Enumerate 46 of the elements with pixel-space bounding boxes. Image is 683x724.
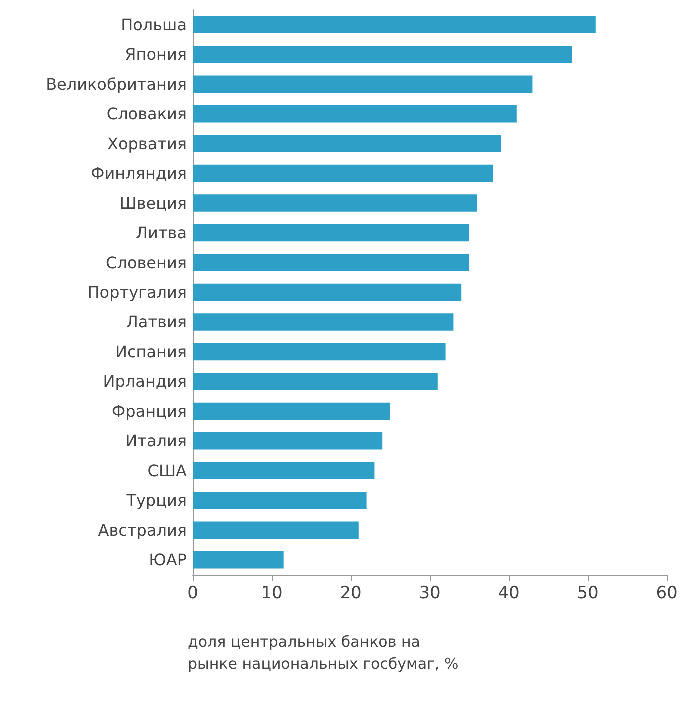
y-tick-label: Швеция: [120, 194, 187, 213]
bar: [193, 254, 470, 272]
x-tick-label: 10: [261, 584, 283, 604]
y-tick-label: Литва: [136, 224, 187, 243]
x-tick-label: 0: [188, 584, 198, 604]
y-tick-label: Австралия: [98, 520, 187, 540]
y-tick-label: Франция: [112, 402, 187, 421]
y-tick-label: Хорватия: [108, 134, 187, 154]
y-tick-label: Финляндия: [90, 164, 187, 184]
bar: [193, 552, 284, 569]
y-tick-label: Япония: [125, 45, 187, 64]
y-tick-label: Ирландия: [103, 372, 187, 392]
bar: [193, 432, 383, 450]
x-tick-label: 50: [577, 584, 599, 604]
x-axis-title: доля центральных банков на рынке национальных госбумаг, %: [188, 633, 459, 673]
x-tick-label: 30: [419, 584, 441, 604]
y-tick-label: Словакия: [106, 104, 187, 124]
bar: [193, 373, 438, 390]
y-tick-label: Португалия: [88, 283, 187, 302]
bar: [193, 462, 375, 480]
bar: [193, 492, 367, 510]
bar: [193, 46, 572, 64]
x-tick-label: 40: [498, 584, 520, 604]
bar: [193, 16, 596, 34]
bar: [193, 522, 359, 540]
bar: [193, 314, 454, 331]
y-tick-label: Польша: [121, 15, 187, 34]
y-tick-label: Турция: [126, 491, 187, 510]
bar: [193, 224, 470, 242]
x-tick-label: 60: [656, 584, 678, 604]
y-tick-label: Словения: [106, 253, 187, 272]
y-tick-label: Испания: [115, 342, 187, 362]
y-tick-label: Италия: [126, 432, 187, 451]
bar: [193, 105, 517, 123]
y-tick-label: ЮАР: [149, 550, 188, 570]
y-tick-label: Латвия: [126, 312, 187, 332]
bar: [193, 164, 494, 182]
bar: [193, 402, 390, 420]
x-tick-label: 20: [340, 584, 362, 604]
y-tick-label: США: [148, 461, 188, 480]
bar: [193, 343, 446, 361]
y-tick-label: Великобритания: [46, 74, 187, 94]
bar: [193, 76, 533, 93]
bar: [193, 135, 502, 152]
bar: [193, 284, 462, 302]
bar: [193, 194, 478, 212]
